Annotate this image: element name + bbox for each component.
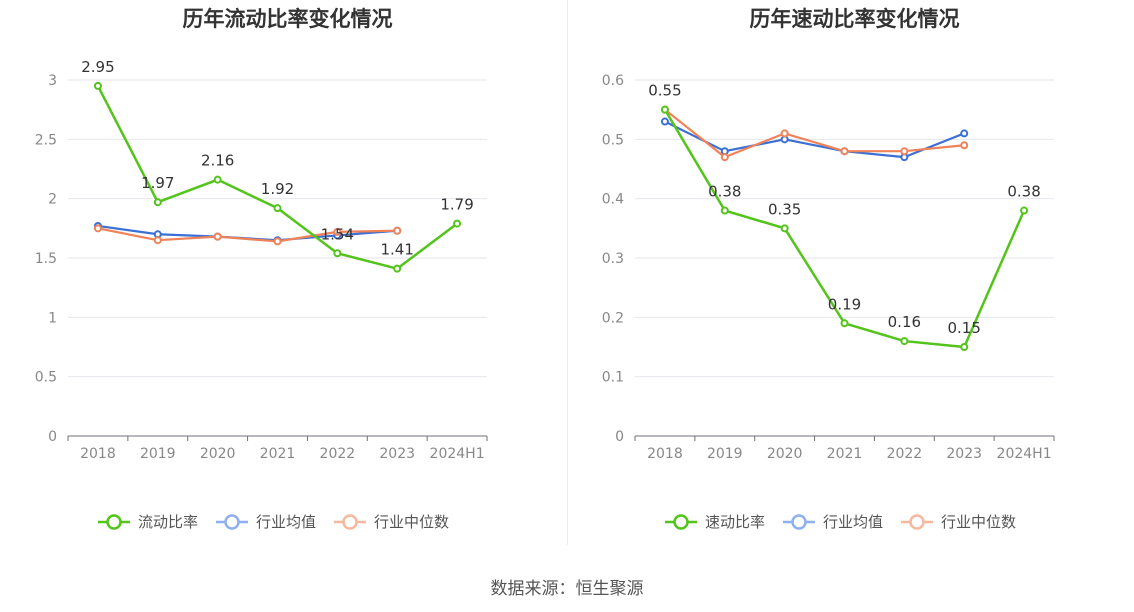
series-line-median [664, 108, 965, 159]
x-tick-label: 2021 [827, 446, 863, 462]
x-tick-label: 2020 [200, 446, 236, 462]
data-label: 0.19 [828, 295, 861, 313]
data-point-median [780, 129, 789, 138]
data-point-main [93, 81, 102, 90]
data-point-median [900, 147, 909, 156]
data-point-main [213, 175, 222, 184]
series-line-avg [664, 120, 965, 159]
data-point-median [393, 226, 402, 235]
y-tick-label: 0.6 [602, 73, 624, 89]
legend-item[interactable]: 速动比率 [665, 513, 765, 531]
data-point-main [960, 343, 969, 351]
data-point-median [273, 237, 282, 246]
data-label: 0.55 [648, 82, 681, 100]
quick-ratio-chart-svg: 历年速动比率变化情况 0 0.1 0.2 0.3 0.4 0.5 0.6 2018 2019 202… [602, 7, 1055, 531]
y-tick-label: 0.5 [35, 370, 57, 386]
legend-item[interactable]: 行业中位数 [334, 513, 449, 531]
y-tick-label: 0.5 [602, 132, 624, 148]
data-point-main [720, 206, 729, 215]
data-point-main [840, 319, 849, 328]
current-ratio-chart: 历年流动比率变化情况 0 0.5 1 1.5 2 2.5 3 2018 2019 2020 2021 2… [0, 0, 567, 560]
legend-item[interactable]: 行业均值 [783, 513, 883, 531]
data-point-median [153, 236, 162, 245]
data-point-median [720, 153, 729, 162]
legend-label: 流动比率 [138, 513, 198, 531]
data-label: 1.92 [261, 180, 294, 198]
legend-label: 速动比率 [705, 513, 765, 531]
x-tick-label: 2018 [80, 446, 116, 462]
x-tick-label: 2019 [140, 446, 176, 462]
y-tick-label: 0.4 [602, 192, 624, 208]
legend-label: 行业中位数 [374, 513, 449, 531]
data-label: 0.38 [708, 183, 741, 201]
data-label: 1.79 [440, 196, 473, 214]
legend-marker [106, 514, 122, 530]
x-tick-label: 2023 [946, 446, 982, 462]
data-point-main [900, 337, 909, 346]
data-point-main [393, 264, 402, 273]
x-tick-label: 2019 [707, 446, 743, 462]
legend-marker [791, 514, 807, 530]
x-tick-label: 2018 [647, 446, 683, 462]
y-tick-label: 2 [48, 192, 57, 208]
legend-label: 行业中位数 [941, 513, 1016, 531]
y-tick-label: 3 [48, 73, 57, 89]
data-point-main [153, 198, 162, 207]
data-point-main [660, 105, 669, 114]
x-tick-label: 2024H1 [997, 446, 1052, 462]
data-point-main [453, 219, 462, 228]
data-label: 0.16 [888, 313, 921, 331]
data-point-main [1020, 206, 1029, 215]
chart-title: 历年流动比率变化情况 [183, 7, 393, 31]
legend-item[interactable]: 行业中位数 [901, 513, 1016, 531]
data-label: 2.16 [201, 152, 234, 170]
y-tick-label: 1 [48, 310, 57, 326]
legend-label: 行业均值 [823, 513, 883, 531]
data-label: 1.41 [381, 241, 414, 259]
data-point-main [273, 204, 282, 213]
legend-item[interactable]: 流动比率 [98, 513, 198, 531]
current-ratio-chart-svg: 历年流动比率变化情况 0 0.5 1 1.5 2 2.5 3 2018 2019 2020 2021 2… [35, 7, 488, 531]
legend-marker [673, 514, 689, 530]
legend-item[interactable]: 行业均值 [216, 513, 316, 531]
chart-title: 历年速动比率变化情况 [750, 7, 960, 31]
data-source-note: 数据来源：恒生聚源 [490, 579, 644, 599]
data-label: 1.54 [321, 225, 354, 243]
legend-marker [909, 514, 925, 530]
y-tick-label: 0.2 [602, 310, 624, 326]
series-line-median [97, 227, 398, 243]
x-tick-label: 2022 [887, 446, 923, 462]
data-point-avg [960, 129, 969, 138]
data-point-avg [660, 117, 669, 126]
x-tick-label: 2022 [320, 446, 356, 462]
data-point-median [333, 227, 342, 236]
y-tick-label: 0.1 [602, 370, 624, 386]
panel-divider [567, 0, 568, 545]
data-point-main [333, 249, 342, 258]
y-tick-label: 0.3 [602, 251, 624, 267]
data-label: 1.97 [141, 174, 174, 192]
x-tick-label: 2024H1 [430, 446, 485, 462]
legend-marker [224, 514, 240, 530]
y-tick-label: 0 [615, 429, 624, 445]
data-point-median [840, 147, 849, 156]
y-tick-label: 0 [48, 429, 57, 445]
data-point-median [960, 141, 969, 150]
legend-label: 行业均值 [256, 513, 316, 531]
x-tick-label: 2023 [379, 446, 415, 462]
quick-ratio-chart: 历年速动比率变化情况 0 0.1 0.2 0.3 0.4 0.5 0.6 2018 2019 202… [567, 0, 1134, 560]
data-point-main [780, 224, 789, 233]
data-label: 0.38 [1007, 183, 1040, 201]
data-label: 0.35 [768, 200, 801, 218]
y-tick-label: 1.5 [35, 251, 57, 267]
data-label: 0.15 [948, 319, 981, 337]
data-point-median [93, 224, 102, 233]
y-tick-label: 2.5 [35, 132, 57, 148]
legend-marker [342, 514, 358, 530]
data-point-median [213, 232, 222, 241]
x-tick-label: 2020 [767, 446, 803, 462]
x-tick-label: 2021 [260, 446, 296, 462]
data-label: 2.95 [81, 58, 114, 76]
